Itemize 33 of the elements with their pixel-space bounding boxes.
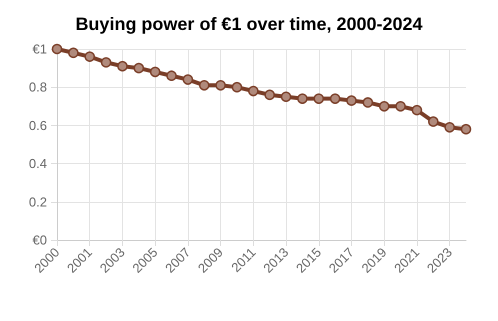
point <box>444 122 455 133</box>
point <box>182 74 194 85</box>
point <box>84 51 95 62</box>
y-tick-label: €1 <box>32 42 47 56</box>
point <box>150 66 160 78</box>
y-tick-label: 0.6 <box>28 118 47 133</box>
y-tick-label: 0.8 <box>28 80 47 95</box>
y-tick-label: 0.4 <box>28 156 47 172</box>
point <box>264 90 275 100</box>
point <box>460 124 472 134</box>
point <box>362 97 374 108</box>
point <box>330 93 340 104</box>
point <box>134 62 144 74</box>
point <box>199 80 210 91</box>
point <box>428 116 439 127</box>
point <box>297 93 308 104</box>
point <box>412 104 422 116</box>
point <box>395 101 406 112</box>
point <box>117 60 128 72</box>
point <box>378 101 390 112</box>
point <box>232 82 242 92</box>
point <box>100 57 112 68</box>
point <box>166 70 177 81</box>
y-tick-label: €0 <box>32 232 47 248</box>
chart-title: Buying power of €1 over time, 2000-2024 <box>75 14 423 34</box>
point <box>215 80 226 91</box>
point <box>314 93 324 104</box>
point <box>52 44 62 54</box>
point <box>68 48 79 58</box>
point <box>248 86 259 96</box>
point <box>280 92 292 102</box>
y-tick-label: 0.2 <box>28 194 47 210</box>
point <box>346 95 357 106</box>
